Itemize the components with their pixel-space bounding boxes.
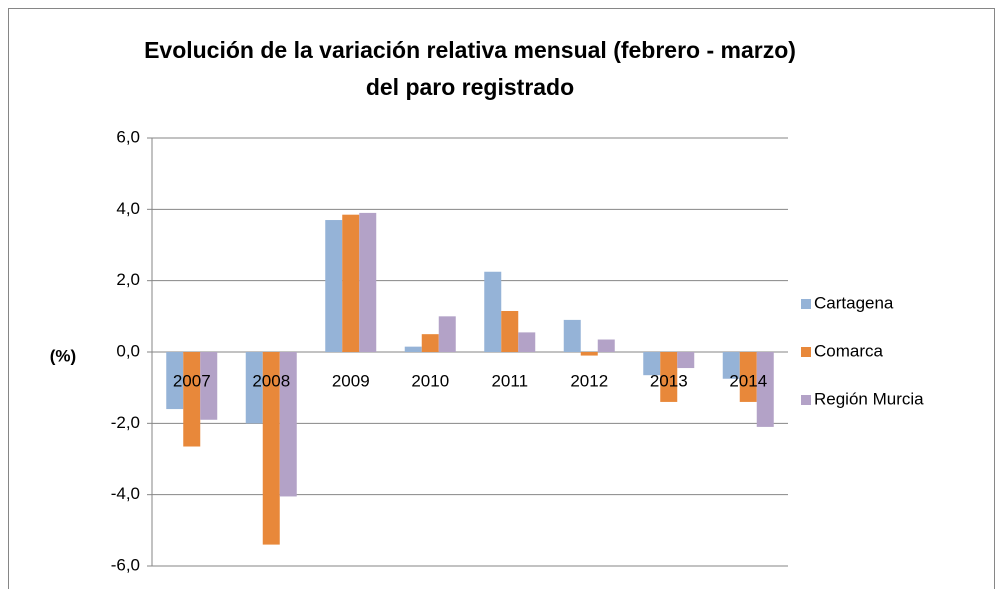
bar	[200, 352, 218, 420]
bar	[580, 352, 598, 356]
chart-title: Evolución de la variación relativa mensu…	[144, 37, 796, 63]
x-tick-label: 2011	[491, 371, 528, 390]
chart-title: del paro registrado	[366, 74, 574, 100]
bar	[518, 332, 536, 352]
x-tick-label: 2014	[729, 371, 767, 390]
y-axis-label: (%)	[50, 346, 76, 365]
bar	[643, 352, 661, 376]
y-tick-label: 2,0	[116, 270, 140, 289]
y-tick-label: 4,0	[116, 199, 140, 218]
legend-label: Cartagena	[814, 293, 894, 312]
bar	[183, 352, 201, 447]
bar	[501, 310, 519, 352]
y-tick-label: -4,0	[111, 484, 140, 503]
legend-label: Comarca	[814, 341, 884, 360]
chart-frame	[8, 8, 995, 589]
bar	[342, 214, 360, 352]
bar	[166, 352, 184, 410]
y-tick-label: 0,0	[116, 341, 140, 360]
bar	[563, 319, 581, 352]
bar	[245, 352, 263, 424]
x-tick-label: 2008	[252, 371, 290, 390]
legend-label: Región Murcia	[814, 389, 924, 408]
x-tick-label: 2012	[570, 371, 608, 390]
bar	[279, 352, 297, 497]
bar	[262, 352, 280, 545]
bar	[756, 352, 774, 427]
bar	[722, 352, 740, 379]
bar	[484, 271, 502, 352]
y-tick-label: -2,0	[111, 413, 140, 432]
y-tick-label: -6,0	[111, 555, 140, 574]
legend-swatch	[801, 299, 811, 309]
bar	[421, 334, 439, 352]
x-tick-label: 2007	[173, 371, 211, 390]
legend-swatch	[801, 347, 811, 357]
legend-swatch	[801, 395, 811, 405]
y-tick-label: 6,0	[116, 127, 140, 146]
bar	[325, 220, 343, 352]
bar	[359, 212, 377, 352]
bar	[597, 339, 615, 352]
bar	[660, 352, 678, 402]
bar	[438, 316, 456, 352]
x-tick-label: 2009	[332, 371, 370, 390]
bar	[404, 346, 422, 352]
bar	[677, 352, 695, 369]
x-tick-label: 2013	[650, 371, 688, 390]
x-tick-label: 2010	[411, 371, 449, 390]
bar	[739, 352, 757, 402]
